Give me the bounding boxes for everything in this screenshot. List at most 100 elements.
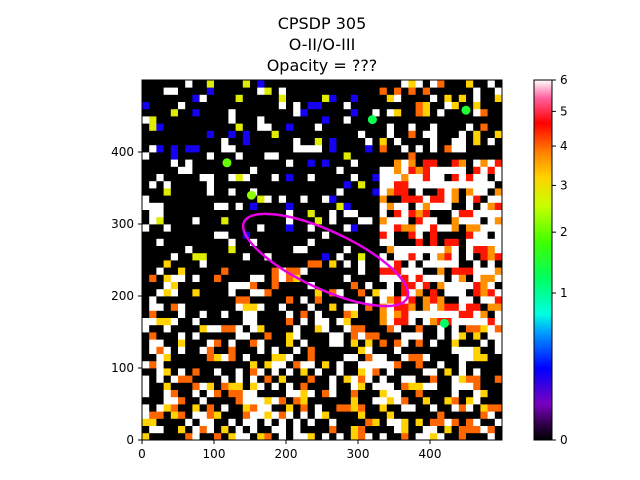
heatmap-cell (430, 238, 438, 246)
heatmap-cell (365, 353, 373, 362)
heatmap-cell (199, 332, 208, 340)
colorbar-tick-label: 1 (560, 286, 568, 300)
heatmap-cell (394, 231, 402, 239)
heatmap-cell (487, 346, 496, 354)
heatmap-cell (422, 375, 431, 383)
heatmap-cell (250, 166, 258, 174)
heatmap-cell (401, 188, 409, 196)
heatmap-cell (473, 130, 481, 138)
heatmap-cell (286, 425, 294, 434)
heatmap-cell (394, 288, 402, 297)
heatmap-cell (271, 216, 280, 225)
heatmap-cell (408, 188, 416, 196)
heatmap-cell (293, 137, 301, 146)
heatmap-cell (264, 382, 272, 390)
heatmap-cell (336, 332, 344, 340)
heatmap-cell (458, 173, 467, 182)
heatmap-cell (214, 180, 222, 189)
heatmap-cell (192, 324, 200, 333)
heatmap-cell (422, 281, 431, 290)
heatmap-cell (170, 404, 179, 412)
heatmap-cell (199, 324, 208, 333)
title-line-3: Opacity = ??? (267, 56, 378, 75)
heatmap-cell (430, 324, 438, 333)
heatmap-cell (271, 346, 280, 354)
heatmap-cell (235, 353, 244, 362)
heatmap-cell (170, 238, 179, 246)
heatmap-cell (250, 267, 258, 275)
heatmap-cell (487, 80, 496, 88)
heatmap-cell (264, 252, 272, 261)
heatmap-cell (322, 389, 330, 398)
heatmap-cell (372, 332, 380, 340)
heatmap-cell (480, 180, 488, 189)
heatmap-cell (185, 180, 193, 189)
heatmap-cell (163, 231, 172, 239)
heatmap-cell (192, 159, 200, 167)
heatmap-cell (199, 404, 208, 412)
heatmap-cell (264, 238, 272, 246)
heatmap-cell (242, 389, 251, 398)
x-tick-label: 0 (138, 447, 146, 461)
heatmap-cell (422, 94, 431, 102)
heatmap-cell (221, 123, 229, 131)
heatmap-cell (394, 346, 402, 354)
heatmap-cell (264, 80, 272, 88)
heatmap-cell (214, 137, 222, 146)
heatmap-cell (394, 389, 402, 398)
heatmap-cell (170, 216, 179, 225)
heatmap-cell (350, 281, 359, 290)
heatmap-cell (235, 94, 244, 102)
heatmap-cell (350, 252, 359, 261)
heatmap-cell (286, 101, 294, 110)
heatmap-cell (242, 202, 251, 210)
heatmap-cell (156, 339, 164, 347)
heatmap-cell (242, 188, 251, 196)
heatmap-cell (480, 353, 488, 362)
heatmap-cell (401, 152, 409, 160)
heatmap-cell (156, 238, 164, 246)
heatmap-cell (300, 346, 308, 354)
heatmap-cell (278, 87, 287, 95)
heatmap-cell (163, 288, 172, 297)
heatmap-cell (379, 152, 388, 160)
heatmap-cell (343, 368, 352, 376)
heatmap-cell (401, 332, 409, 340)
heatmap-cell (458, 101, 467, 110)
heatmap-cell (358, 303, 366, 311)
heatmap-cell (358, 375, 366, 383)
heatmap-cell (386, 130, 395, 138)
heatmap-cell (314, 339, 323, 347)
heatmap-cell (206, 274, 215, 282)
heatmap-cell (336, 188, 344, 196)
heatmap-cell (264, 288, 272, 297)
heatmap-cell (314, 137, 323, 146)
heatmap-cell (278, 166, 287, 174)
heatmap-cell (386, 80, 395, 88)
heatmap-cell (487, 332, 496, 340)
heatmap-cell (185, 267, 193, 275)
heatmap-cell (343, 195, 352, 203)
heatmap-cell (185, 130, 193, 138)
heatmap-cell (408, 195, 416, 203)
heatmap-cell (314, 404, 323, 412)
heatmap-cell (386, 180, 395, 189)
heatmap-cell (494, 216, 502, 225)
heatmap-cell (192, 296, 200, 304)
heatmap-cell (278, 152, 287, 160)
heatmap-cell (206, 108, 215, 117)
heatmap-cell (163, 418, 172, 426)
heatmap-cell (466, 404, 474, 412)
heatmap-cell (170, 195, 179, 203)
heatmap-cell (257, 202, 265, 210)
heatmap-cell (206, 404, 215, 412)
heatmap-cell (350, 389, 359, 398)
heatmap-cell (156, 130, 164, 138)
heatmap-cell (271, 404, 280, 412)
heatmap-cell (466, 360, 474, 369)
heatmap-cell (228, 94, 236, 102)
heatmap-cell (235, 267, 244, 275)
heatmap-cell (329, 166, 337, 174)
heatmap-cell (250, 245, 258, 254)
heatmap-cell (336, 296, 344, 304)
